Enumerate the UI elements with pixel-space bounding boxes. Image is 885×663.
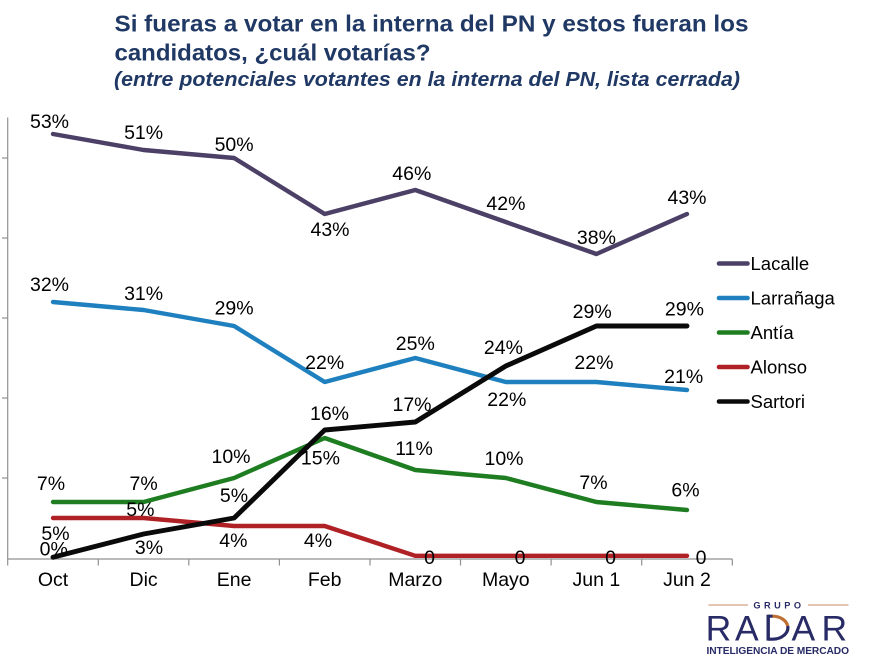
svg-text:7%: 7%: [130, 473, 158, 495]
svg-text:A: A: [735, 609, 759, 649]
svg-text:Si fueras a votar en la intern: Si fueras a votar en la interna del PN y…: [115, 11, 749, 37]
svg-text:Ene: Ene: [217, 569, 252, 591]
svg-text:6%: 6%: [671, 480, 699, 502]
svg-text:53%: 53%: [30, 111, 69, 133]
svg-text:5%: 5%: [220, 485, 248, 507]
svg-text:29%: 29%: [573, 301, 612, 323]
svg-text:GRUPO: GRUPO: [753, 600, 804, 610]
svg-text:32%: 32%: [30, 274, 69, 296]
svg-text:11%: 11%: [395, 438, 433, 460]
svg-text:42%: 42%: [486, 193, 525, 215]
svg-text:15%: 15%: [301, 448, 340, 470]
svg-text:R: R: [706, 609, 732, 649]
svg-text:Sartori: Sartori: [751, 391, 806, 412]
svg-text:43%: 43%: [310, 219, 349, 241]
svg-text:Jun 2: Jun 2: [663, 569, 711, 591]
svg-text:10%: 10%: [484, 448, 523, 470]
svg-text:Alonso: Alonso: [751, 357, 808, 378]
svg-text:Antía: Antía: [751, 322, 795, 343]
svg-text:INTELIGENCIA DE MERCADO: INTELIGENCIA DE MERCADO: [707, 646, 851, 657]
svg-text:43%: 43%: [667, 187, 706, 209]
svg-text:17%: 17%: [392, 394, 431, 416]
svg-text:50%: 50%: [215, 134, 254, 156]
svg-text:0: 0: [515, 547, 526, 569]
svg-text:Lacalle: Lacalle: [751, 253, 810, 274]
svg-text:38%: 38%: [577, 227, 616, 249]
svg-text:R: R: [822, 609, 848, 649]
svg-text:22%: 22%: [305, 352, 344, 374]
svg-text:Larrañaga: Larrañaga: [751, 288, 836, 309]
svg-text:16%: 16%: [310, 403, 349, 425]
svg-text:5%: 5%: [41, 523, 69, 545]
svg-text:Feb: Feb: [308, 569, 342, 591]
svg-text:51%: 51%: [124, 122, 163, 144]
svg-text:Oct: Oct: [38, 569, 69, 591]
svg-text:4%: 4%: [304, 530, 332, 552]
svg-text:0: 0: [605, 547, 616, 569]
svg-text:5%: 5%: [126, 499, 154, 521]
svg-text:Jun 1: Jun 1: [573, 569, 621, 591]
svg-text:46%: 46%: [392, 163, 431, 185]
svg-text:(entre potenciales votantes en: (entre potenciales votantes en la intern…: [114, 68, 740, 91]
svg-text:Dic: Dic: [130, 569, 158, 591]
svg-text:candidatos, ¿cuál votarías?: candidatos, ¿cuál votarías?: [115, 40, 431, 66]
svg-text:10%: 10%: [211, 446, 250, 468]
svg-text:24%: 24%: [484, 337, 523, 359]
svg-text:0: 0: [696, 547, 707, 569]
svg-text:7%: 7%: [37, 473, 65, 495]
svg-text:A: A: [792, 609, 816, 649]
svg-text:22%: 22%: [574, 352, 613, 374]
svg-text:31%: 31%: [124, 283, 163, 305]
svg-text:3%: 3%: [135, 537, 163, 559]
svg-text:25%: 25%: [396, 333, 435, 355]
svg-text:22%: 22%: [487, 389, 526, 411]
svg-text:29%: 29%: [665, 299, 704, 321]
svg-text:7%: 7%: [579, 472, 607, 494]
svg-text:Mayo: Mayo: [482, 569, 530, 591]
svg-text:4%: 4%: [219, 530, 247, 552]
svg-text:0%: 0%: [40, 539, 68, 561]
svg-text:0: 0: [424, 547, 435, 569]
svg-text:Marzo: Marzo: [388, 569, 442, 591]
svg-text:29%: 29%: [215, 298, 254, 320]
svg-text:21%: 21%: [664, 366, 703, 388]
